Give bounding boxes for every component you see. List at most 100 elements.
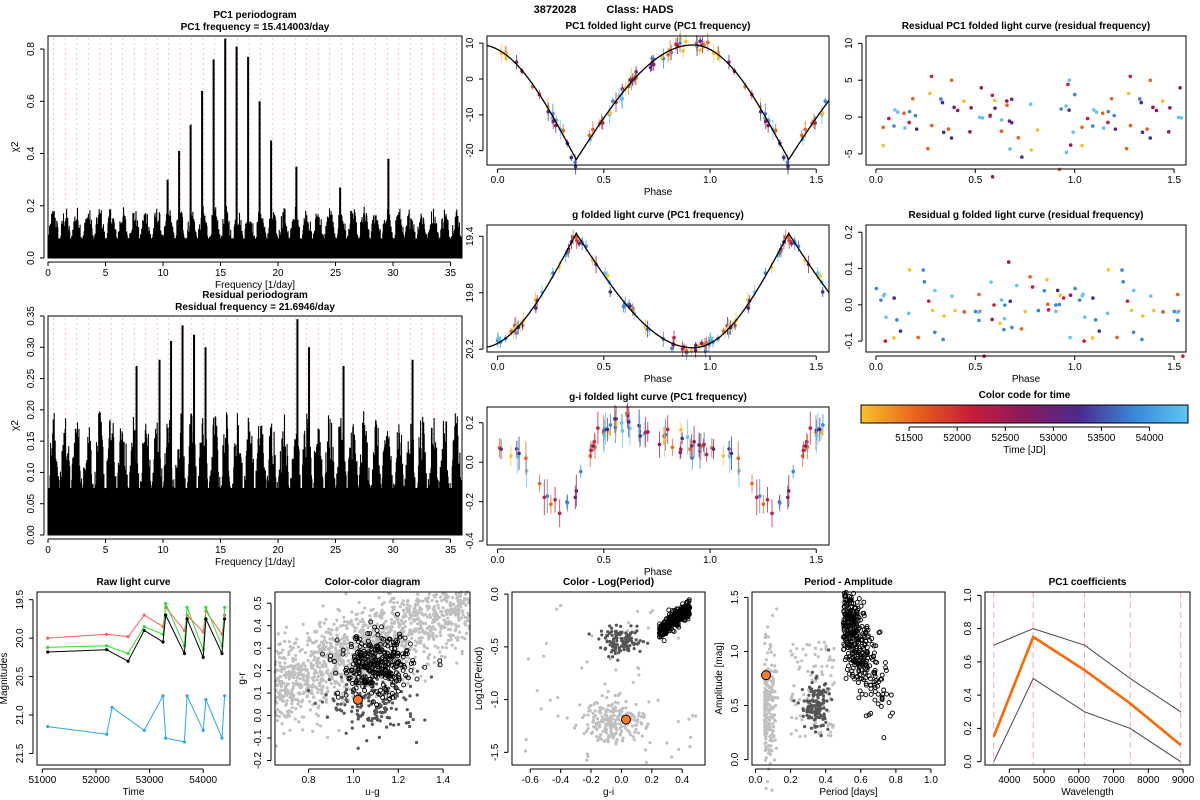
rrlyr-star	[862, 652, 868, 658]
bg-star	[400, 644, 404, 648]
bg-star	[275, 683, 280, 688]
rrlyr-star	[677, 615, 683, 621]
dark-star	[339, 702, 343, 706]
bg-star	[817, 640, 821, 644]
rrlyr-star	[374, 702, 380, 708]
bg-star	[303, 682, 307, 687]
lc-series-line	[47, 606, 226, 639]
bg-star	[360, 628, 364, 632]
bg-star	[284, 690, 289, 694]
x-tick-label: 1.5	[809, 555, 823, 566]
bg-star	[299, 684, 304, 688]
rrlyr-star	[365, 649, 371, 655]
y-tick-label: 20.0	[15, 628, 26, 648]
chart-title: Color-color diagram	[325, 577, 421, 588]
data-point	[763, 119, 768, 124]
dark-star	[393, 686, 398, 690]
rrlyr-star	[404, 651, 410, 657]
residual-point	[1100, 111, 1105, 116]
data-point	[697, 443, 701, 447]
bg-star	[316, 714, 321, 718]
data-point	[648, 65, 653, 70]
bg-star	[466, 611, 470, 615]
bg-star	[380, 613, 384, 617]
lc-point	[185, 605, 189, 609]
dark-star	[392, 723, 396, 727]
rrlyr-star	[861, 610, 867, 616]
bg-star	[324, 680, 328, 684]
bg-star	[425, 604, 429, 608]
dark-star	[429, 675, 434, 679]
panel-gi_folded: g-i folded light curve (PC1 frequency)0.…	[465, 392, 830, 578]
bg-star	[428, 634, 433, 638]
lc-point	[161, 694, 165, 698]
bg-star	[809, 673, 813, 677]
data-point	[757, 494, 762, 498]
bg-star	[764, 786, 768, 791]
lc-point	[142, 613, 146, 617]
dark-star	[408, 684, 413, 688]
data-point	[799, 133, 804, 138]
rrlyr-star	[865, 634, 871, 640]
bg-star	[405, 607, 409, 611]
bg-star	[637, 673, 641, 677]
data-point	[791, 469, 795, 474]
bg-star	[387, 630, 391, 634]
bg-star	[460, 649, 464, 653]
data-point	[514, 447, 519, 451]
bg-star	[401, 608, 406, 612]
rrlyr-star	[379, 624, 385, 630]
x-tick-label: 5	[103, 268, 109, 279]
bg-star	[278, 661, 282, 665]
y-tick-label: 0.4	[26, 146, 37, 160]
rrlyr-star	[842, 633, 847, 639]
y-tick-label: 0.2	[253, 663, 264, 677]
data-point	[565, 501, 570, 505]
lc-point	[185, 694, 189, 698]
rrlyr-star	[863, 713, 869, 719]
dark-star	[389, 706, 393, 710]
dark-star	[821, 723, 825, 728]
residual-point	[1172, 309, 1177, 314]
rrlyr-star	[674, 619, 680, 625]
rrlyr-star	[355, 663, 361, 668]
dark-star	[810, 698, 815, 702]
bg-star	[282, 667, 287, 671]
bg-star	[651, 608, 655, 613]
bg-star	[770, 728, 774, 733]
y-tick-label: 1.0	[963, 588, 974, 602]
bg-star	[401, 599, 405, 603]
bg-star	[763, 742, 767, 746]
bg-star	[279, 684, 284, 688]
bg-star	[593, 713, 598, 718]
dark-star	[385, 715, 389, 720]
rrlyr-star	[400, 654, 406, 660]
bg-star	[343, 633, 347, 637]
dark-star	[340, 695, 344, 699]
bg-star	[457, 615, 461, 620]
bg-star	[807, 643, 812, 647]
residual-point	[1036, 308, 1041, 313]
bg-star	[595, 735, 599, 739]
rrlyr-star	[389, 645, 395, 651]
x-tick-label: 5	[103, 545, 109, 556]
bg-star	[314, 650, 318, 655]
residual-point	[933, 288, 937, 293]
rrlyr-star	[362, 665, 368, 671]
bg-star	[282, 713, 286, 717]
bg-star	[303, 651, 308, 655]
residual-point	[953, 308, 957, 313]
bg-star	[588, 709, 592, 713]
bg-star	[610, 702, 615, 706]
data-point	[711, 447, 716, 451]
bg-star	[813, 652, 817, 657]
x-tick-label: 52500	[991, 433, 1019, 444]
bg-star	[392, 621, 396, 626]
bg-star	[440, 654, 444, 658]
bg-star	[295, 697, 299, 701]
bg-star	[287, 714, 292, 718]
bg-star	[291, 657, 295, 661]
bg-star	[832, 646, 836, 651]
bg-star	[773, 664, 777, 668]
